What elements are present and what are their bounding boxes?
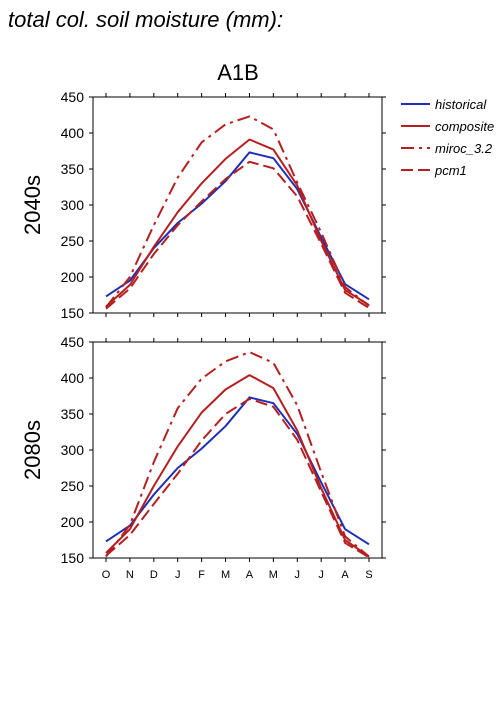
- x-tick-label: N: [126, 569, 134, 581]
- y-tick-label: 250: [61, 478, 85, 494]
- legend-label-historical: historical: [435, 97, 487, 112]
- y-tick-label: 300: [61, 197, 85, 213]
- series-line-pcm1-2080s: [105, 397, 370, 559]
- x-tick-label: J: [295, 569, 301, 581]
- y-tick-label: 350: [61, 161, 85, 177]
- series-line-miroc-3-2-2080s: [105, 351, 370, 558]
- y-tick-label: 200: [61, 514, 85, 530]
- panel-2040s: 150 200 250 300 350 400 450 2040s: [20, 89, 386, 321]
- x-tick-label: A: [341, 569, 349, 581]
- series-line-composite-2080s: [105, 374, 370, 558]
- series-line-pcm1-2040s: [105, 160, 370, 310]
- legend-label-miroc: miroc_3.2: [435, 141, 493, 156]
- series-line-composite-2040s: [105, 138, 370, 308]
- series-line-historical-2040s: [105, 151, 370, 301]
- x-tick-label: A: [246, 569, 254, 581]
- x-tick-label: S: [365, 569, 372, 581]
- y-tick-label: 400: [61, 370, 85, 386]
- x-tick-label: D: [150, 569, 158, 581]
- series-line-historical-2080s: [105, 396, 370, 546]
- series-line-miroc-3-2-2040s: [105, 115, 370, 308]
- y-axis-label-2080s: 2080s: [20, 420, 45, 480]
- x-tick-label: J: [175, 569, 181, 581]
- x-tick-label: F: [198, 569, 205, 581]
- figure-title: total col. soil moisture (mm):: [8, 7, 283, 32]
- y-tick-label: 350: [61, 406, 85, 422]
- x-tick-label: M: [221, 569, 230, 581]
- legend-label-composite: composite: [435, 119, 494, 134]
- y-tick-label: 450: [61, 89, 85, 105]
- y-tick-label: 300: [61, 442, 85, 458]
- y-axis-label-2040s: 2040s: [20, 175, 45, 235]
- y-tick-label: 250: [61, 233, 85, 249]
- y-tick-label: 200: [61, 269, 85, 285]
- y-tick-label: 150: [61, 550, 85, 566]
- x-tick-label: O: [102, 569, 111, 581]
- y-tick-label: 400: [61, 125, 85, 141]
- x-tick-label: J: [318, 569, 324, 581]
- x-tick-label: M: [269, 569, 278, 581]
- legend: historical composite miroc_3.2 pcm1: [401, 97, 494, 178]
- scenario-title: A1B: [217, 60, 259, 85]
- y-tick-label: 450: [61, 334, 85, 350]
- legend-label-pcm1: pcm1: [434, 163, 467, 178]
- y-tick-label: 150: [61, 305, 85, 321]
- panel-2080s: 150 200 250 300 350 400 450 O N D J F M A M J J A S 2080s: [20, 334, 386, 581]
